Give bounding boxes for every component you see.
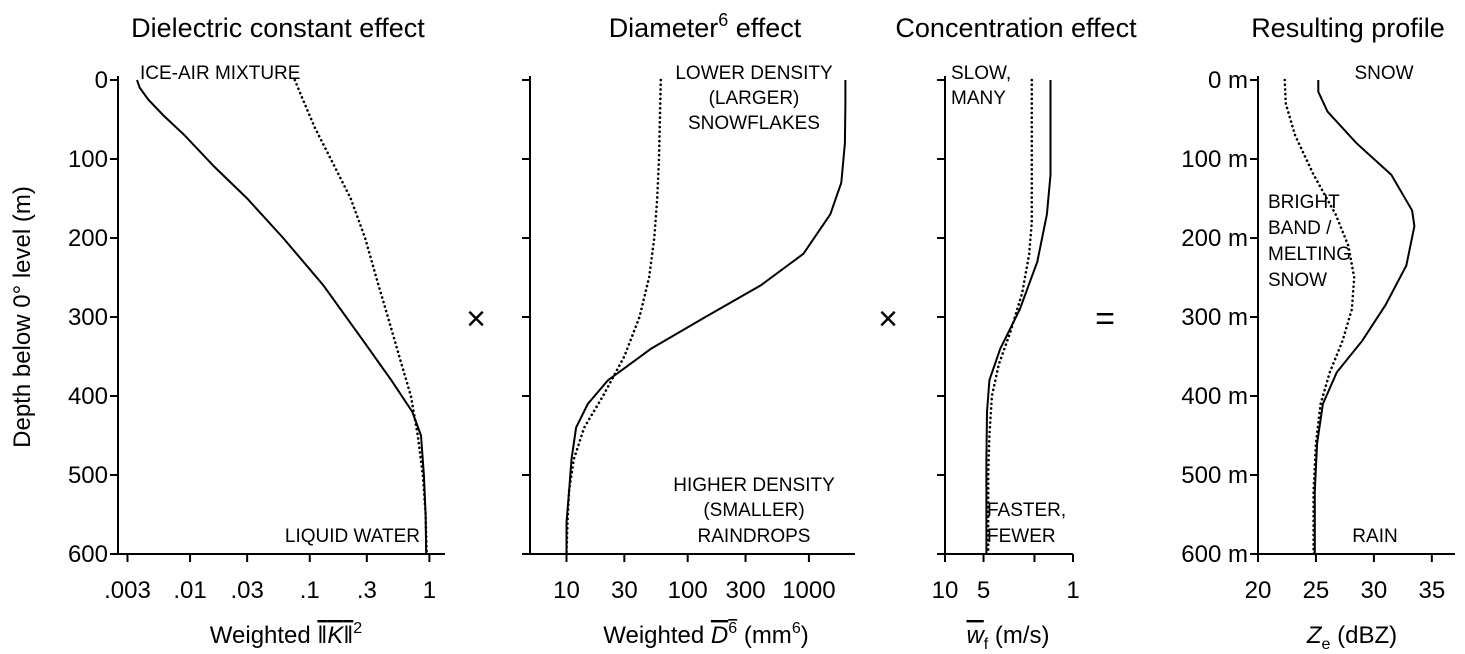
panel-4-y-tick-label: 500 m bbox=[1181, 462, 1248, 489]
panel-4-x-tick-label: 25 bbox=[1303, 577, 1330, 604]
annotation-higher-density: HIGHER DENSITY bbox=[673, 475, 835, 496]
panel-4-x-tick-label: 20 bbox=[1245, 577, 1272, 604]
panel-4-title: Resulting profile bbox=[1251, 13, 1445, 43]
panel-1-title: Dielectric constant effect bbox=[131, 13, 425, 43]
panel-resulting-profile: Resulting profile 0 m 100 m 200 m 300 m 400 … bbox=[1181, 13, 1455, 653]
panel-2-axes: 10 30 100 300 1000 bbox=[522, 76, 855, 604]
panel-4-series-solid bbox=[1313, 80, 1416, 554]
panel-3-x-tick-label: 5 bbox=[977, 577, 990, 604]
panel-1-x-tick-label: .03 bbox=[230, 577, 263, 604]
annotation-ice-air-mixture: ICE-AIR MIXTURE bbox=[140, 63, 300, 84]
panel-1-x-tick-label: .01 bbox=[173, 577, 206, 604]
y-axis-label: Depth below 0° level (m) bbox=[9, 186, 36, 448]
panel-4-y-tick-label: 300 m bbox=[1181, 304, 1248, 331]
panel-1-y-tick-label: 100 bbox=[68, 146, 108, 173]
panel-3-x-tick-label: 1 bbox=[1066, 577, 1079, 604]
panel-1-x-tick-label: 1 bbox=[423, 577, 436, 604]
panel-4-x-axis-label: Ze (dBZ) bbox=[1306, 622, 1397, 653]
panel-4-y-tick-label: 0 m bbox=[1208, 67, 1248, 94]
panel-2-x-tick-label: 1000 bbox=[782, 577, 835, 604]
panel-2-x-tick-label: 30 bbox=[611, 577, 638, 604]
panel-diameter: Diameter6 effect 10 30 100 300 1000 LOWER DE… bbox=[522, 10, 855, 649]
panel-4-y-tick-label: 400 m bbox=[1181, 383, 1248, 410]
panel-dielectric: Dielectric constant effect 0 100 200 300 400… bbox=[68, 13, 445, 649]
panel-1-x-tick-label: .3 bbox=[357, 577, 377, 604]
annotation-smaller: (SMALLER) bbox=[703, 500, 804, 521]
panel-3-curves bbox=[985, 78, 1052, 556]
annotation-faster: FASTER, bbox=[987, 500, 1066, 521]
equals-operator: = bbox=[1095, 300, 1115, 338]
panel-2-x-tick-label: 10 bbox=[553, 577, 580, 604]
annotation-raindrops: RAINDROPS bbox=[698, 526, 811, 547]
panel-4-series-dotted bbox=[1283, 78, 1356, 556]
panel-1-curves bbox=[136, 78, 428, 556]
panel-1-x-axis-label: Weighted ‖K‖2 bbox=[210, 620, 362, 649]
panel-4-y-tick-label: 200 m bbox=[1181, 225, 1248, 252]
panel-2-x-tick-label: 100 bbox=[668, 577, 708, 604]
panel-3-axes: 10 5 1 bbox=[932, 76, 1080, 604]
annotation-slow: SLOW, bbox=[951, 63, 1011, 84]
annotation-melting: MELTING bbox=[1268, 244, 1351, 265]
panel-4-y-tick-label: 600 m bbox=[1181, 541, 1248, 568]
annotation-larger: (LARGER) bbox=[709, 88, 800, 109]
panel-concentration: Concentration effect 10 5 1 SLOW, MANY FAS… bbox=[895, 13, 1137, 653]
panel-3-title: Concentration effect bbox=[895, 13, 1137, 43]
panel-1-series-dotted bbox=[293, 78, 428, 556]
panel-1-x-tick-label: .1 bbox=[300, 577, 320, 604]
annotation-rain: RAIN bbox=[1352, 526, 1397, 547]
panel-3-x-tick-label: 10 bbox=[932, 577, 959, 604]
panel-4-curves bbox=[1283, 78, 1416, 556]
panel-1-axes: 0 100 200 300 400 500 600 .003 .01 .03 .1 .3 1 bbox=[68, 67, 445, 604]
multiply-operator-1: × bbox=[466, 300, 486, 338]
panel-1-y-tick-label: 300 bbox=[68, 304, 108, 331]
panel-2-series-solid bbox=[565, 80, 847, 554]
annotation-snow: SNOW bbox=[1354, 63, 1413, 84]
panel-1-y-tick-label: 200 bbox=[68, 225, 108, 252]
annotation-liquid-water: LIQUID WATER bbox=[285, 526, 420, 547]
panel-3-series-solid bbox=[985, 80, 1052, 554]
panel-1-y-tick-label: 0 bbox=[95, 67, 108, 94]
panel-1-series-solid bbox=[136, 79, 428, 555]
annotation-fewer: FEWER bbox=[987, 526, 1056, 547]
annotation-bright: BRIGHT bbox=[1268, 192, 1340, 213]
panel-2-title: Diameter6 effect bbox=[609, 10, 802, 43]
panel-1-x-tick-label: .003 bbox=[104, 577, 151, 604]
panel-1-y-tick-label: 400 bbox=[68, 383, 108, 410]
annotation-lower-density: LOWER DENSITY bbox=[675, 63, 833, 84]
panel-4-x-tick-label: 35 bbox=[1418, 577, 1445, 604]
panel-2-x-tick-label: 300 bbox=[726, 577, 766, 604]
panel-2-curves bbox=[565, 78, 847, 556]
panel-3-x-axis-label: wf (m/s) bbox=[966, 622, 1049, 653]
panel-4-axes: 0 m 100 m 200 m 300 m 400 m 500 m 600 m 20 25 30 3… bbox=[1181, 67, 1455, 604]
panel-2-x-axis-label: Weighted D6 (mm6) bbox=[603, 620, 808, 649]
panel-4-y-tick-label: 100 m bbox=[1181, 146, 1248, 173]
panel-3-series-dotted bbox=[986, 78, 1034, 556]
panel-1-y-tick-label: 600 bbox=[68, 541, 108, 568]
panel-2-series-dotted bbox=[565, 78, 663, 556]
annotation-band: BAND / bbox=[1268, 218, 1332, 239]
annotation-snowflakes: SNOWFLAKES bbox=[688, 113, 820, 134]
panel-1-y-tick-label: 500 bbox=[68, 462, 108, 489]
panel-4-x-tick-label: 30 bbox=[1361, 577, 1388, 604]
annotation-melting-snow: SNOW bbox=[1268, 270, 1327, 291]
annotation-many: MANY bbox=[951, 88, 1006, 109]
multiply-operator-2: × bbox=[878, 300, 898, 338]
